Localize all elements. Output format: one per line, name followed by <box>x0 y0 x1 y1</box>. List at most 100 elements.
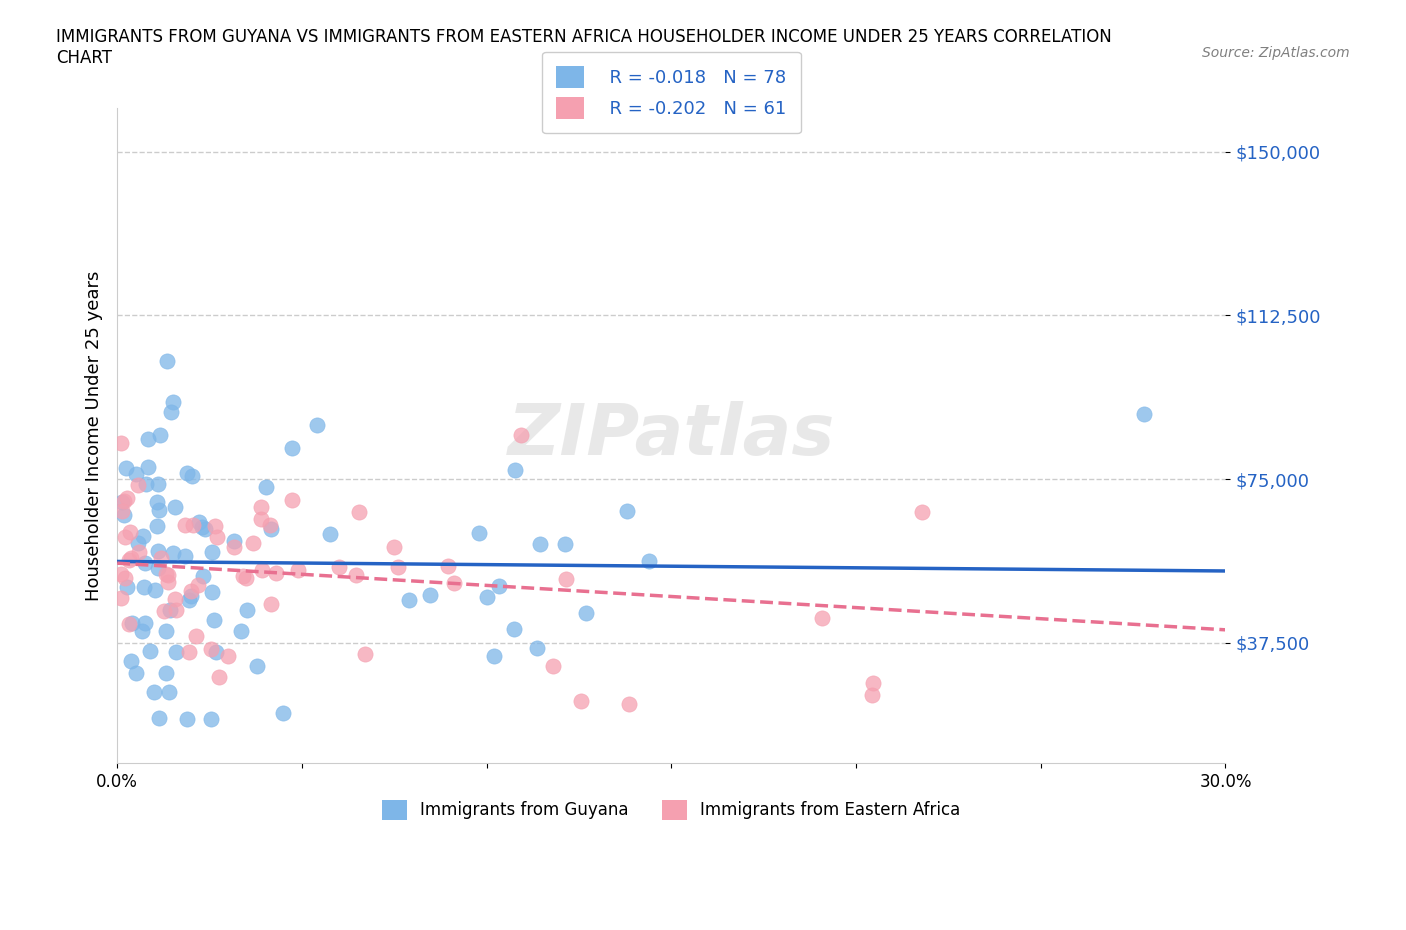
Point <box>281 493 304 508</box>
Point <box>134 555 156 570</box>
Point <box>482 648 505 663</box>
Point <box>143 583 166 598</box>
Point <box>354 646 377 661</box>
Point <box>280 440 302 455</box>
Point <box>115 579 138 594</box>
Text: ZIPatlas: ZIPatlas <box>508 401 835 470</box>
Point <box>121 616 143 631</box>
Point <box>148 711 170 726</box>
Point <box>156 354 179 369</box>
Legend: Immigrants from Guyana, Immigrants from Eastern Africa: Immigrants from Guyana, Immigrants from … <box>368 786 974 833</box>
Point <box>204 518 226 533</box>
Point <box>112 494 135 509</box>
Point <box>187 578 209 592</box>
Point <box>155 567 177 582</box>
Point <box>437 559 460 574</box>
Point <box>111 495 134 510</box>
Point <box>575 605 598 620</box>
Point <box>173 517 195 532</box>
Point <box>143 684 166 699</box>
Point <box>249 499 271 514</box>
Point <box>468 525 491 540</box>
Point <box>638 553 661 568</box>
Point <box>252 563 274 578</box>
Point <box>160 405 183 419</box>
Point <box>149 428 172 443</box>
Point <box>179 592 201 607</box>
Point <box>115 490 138 505</box>
Point <box>157 568 180 583</box>
Point <box>162 394 184 409</box>
Point <box>127 478 149 493</box>
Point <box>254 480 277 495</box>
Point <box>132 528 155 543</box>
Point <box>569 694 592 709</box>
Point <box>134 616 156 631</box>
Point <box>110 435 132 450</box>
Text: Source: ZipAtlas.com: Source: ZipAtlas.com <box>1202 46 1350 60</box>
Point <box>165 603 187 618</box>
Point <box>157 684 180 699</box>
Point <box>488 578 510 593</box>
Point <box>125 665 148 680</box>
Point <box>150 551 173 565</box>
Point <box>155 624 177 639</box>
Point <box>111 504 134 519</box>
Point <box>176 711 198 726</box>
Point <box>398 592 420 607</box>
Point <box>509 428 531 443</box>
Point <box>162 545 184 560</box>
Point <box>217 648 239 663</box>
Point <box>165 499 187 514</box>
Point <box>554 537 576 551</box>
Point <box>135 477 157 492</box>
Point <box>307 418 329 432</box>
Point <box>543 658 565 673</box>
Point <box>911 505 934 520</box>
Point <box>205 529 228 544</box>
Point <box>184 628 207 643</box>
Point <box>503 621 526 636</box>
Point <box>110 591 132 605</box>
Point <box>616 503 638 518</box>
Point <box>1133 406 1156 421</box>
Point <box>194 522 217 537</box>
Point <box>526 641 548 656</box>
Point <box>222 539 245 554</box>
Point <box>114 529 136 544</box>
Text: IMMIGRANTS FROM GUYANA VS IMMIGRANTS FROM EASTERN AFRICA HOUSEHOLDER INCOME UNDE: IMMIGRANTS FROM GUYANA VS IMMIGRANTS FRO… <box>56 28 1112 67</box>
Point <box>443 576 465 591</box>
Point <box>180 589 202 604</box>
Point <box>617 697 640 711</box>
Point <box>128 545 150 560</box>
Point <box>419 587 441 602</box>
Point <box>165 644 187 659</box>
Point <box>344 567 367 582</box>
Point <box>242 536 264 551</box>
Point <box>153 604 176 618</box>
Point <box>174 549 197 564</box>
Point <box>146 519 169 534</box>
Point <box>235 603 257 618</box>
Point <box>191 568 214 583</box>
Point <box>271 706 294 721</box>
Point <box>319 526 342 541</box>
Y-axis label: Householder Income Under 25 years: Householder Income Under 25 years <box>86 271 103 601</box>
Point <box>120 551 142 565</box>
Point <box>328 560 350 575</box>
Point <box>165 591 187 606</box>
Point <box>146 494 169 509</box>
Point <box>810 611 832 626</box>
Point <box>232 568 254 583</box>
Point <box>136 459 159 474</box>
Point <box>148 544 170 559</box>
Point <box>115 460 138 475</box>
Point <box>183 518 205 533</box>
Point <box>146 476 169 491</box>
Point <box>127 536 149 551</box>
Point <box>250 512 273 526</box>
Point <box>190 519 212 534</box>
Point <box>246 658 269 673</box>
Point <box>260 596 283 611</box>
Point <box>862 675 884 690</box>
